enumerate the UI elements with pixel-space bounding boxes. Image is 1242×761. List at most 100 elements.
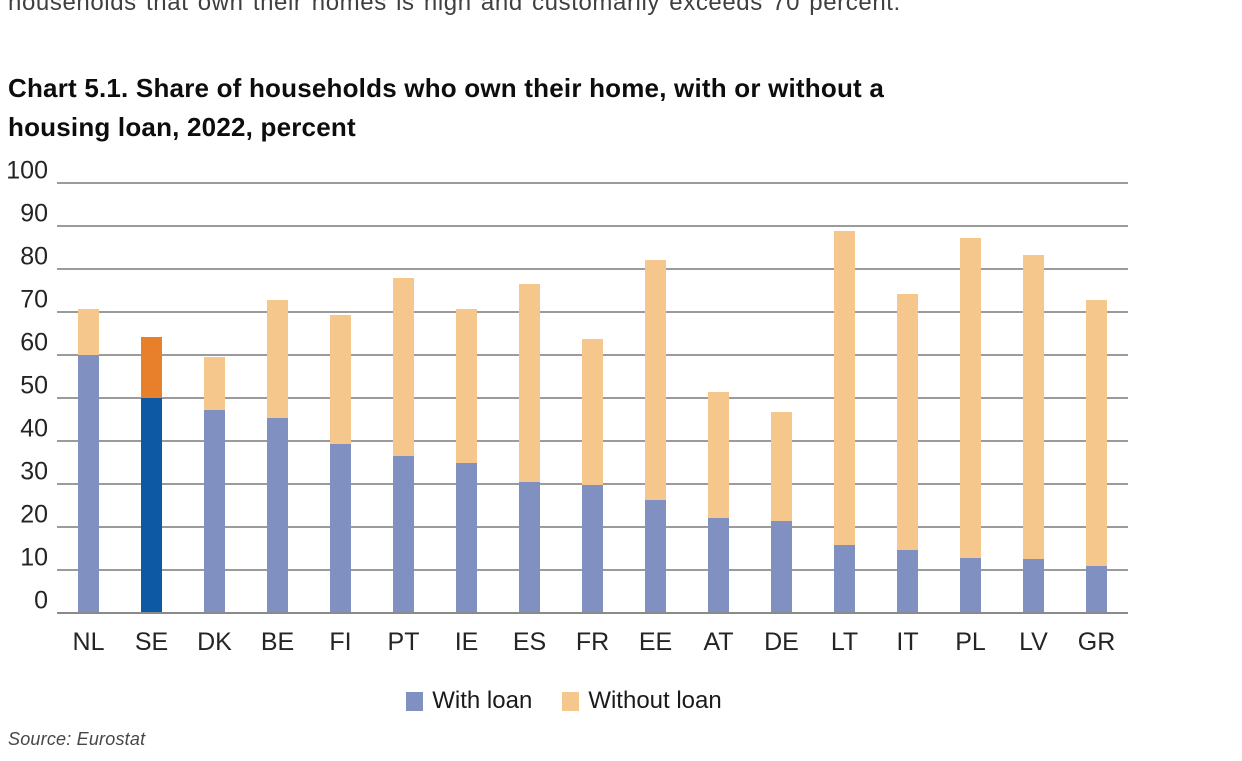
bar-column-FI — [309, 183, 372, 613]
y-tick-label-20: 20 — [20, 500, 48, 528]
gridline-70 — [57, 311, 1128, 313]
bar-AT — [708, 391, 729, 613]
y-tick-label-30: 30 — [20, 457, 48, 485]
bar-column-PL — [939, 183, 1002, 613]
chart-title: Chart 5.1. Share of households who own t… — [8, 69, 1128, 147]
stacked-bar-chart: 0 10 20 30 40 50 60 70 80 90 100 — [0, 158, 1130, 614]
bar-DK — [204, 357, 225, 613]
bar-GR-without-loan — [1086, 299, 1107, 566]
bar-DE-with-loan — [771, 520, 792, 613]
chart-title-line1: Chart 5.1. Share of households who own t… — [8, 73, 884, 103]
legend-item-without-loan: Without loan — [562, 687, 722, 715]
bar-LT-without-loan — [834, 231, 855, 545]
bar-FI — [330, 314, 351, 613]
chart-legend: With loan Without loan — [0, 687, 1128, 715]
y-axis: 0 10 20 30 40 50 60 70 80 90 100 — [0, 158, 48, 613]
bar-column-IE — [435, 183, 498, 613]
x-tick-label-GR: GR — [1077, 628, 1116, 656]
x-tick-label-NL: NL — [72, 628, 105, 656]
bar-DE — [771, 412, 792, 613]
x-tick-label-IT: IT — [896, 628, 919, 656]
x-tick-label-DK: DK — [197, 628, 232, 656]
bar-column-EE — [624, 183, 687, 613]
bar-PL — [960, 237, 981, 613]
bar-column-IT — [876, 183, 939, 613]
bar-LV-with-loan — [1023, 558, 1044, 613]
bar-NL — [78, 309, 99, 613]
bar-SE — [141, 336, 162, 613]
y-tick-label-70: 70 — [20, 285, 48, 313]
bar-PL-with-loan — [960, 558, 981, 613]
legend-item-with-loan: With loan — [406, 687, 532, 715]
source-note: Source: Eurostat — [8, 729, 146, 749]
bar-FR-with-loan — [582, 484, 603, 613]
bar-GR-with-loan — [1086, 565, 1107, 613]
x-tick-label-AT: AT — [703, 628, 734, 656]
bar-column-AT — [687, 183, 750, 613]
y-tick-label-60: 60 — [20, 328, 48, 356]
legend-label: With loan — [432, 687, 533, 714]
bar-column-PT — [372, 183, 435, 613]
chart-title-line2: housing loan, 2022, percent — [8, 112, 356, 142]
bar-NL-with-loan — [78, 355, 99, 613]
gridline-90 — [57, 225, 1128, 227]
bar-column-GR — [1065, 183, 1128, 613]
bar-AT-without-loan — [708, 391, 729, 519]
bar-GR — [1086, 299, 1107, 613]
bar-column-LT — [813, 183, 876, 613]
bar-LT-with-loan — [834, 544, 855, 613]
bar-IE-without-loan — [456, 309, 477, 463]
bar-column-DE — [750, 183, 813, 613]
x-tick-label-BE: BE — [260, 628, 295, 656]
bar-EE-without-loan — [645, 260, 666, 500]
bars-container — [57, 183, 1128, 613]
bar-ES-without-loan — [519, 284, 540, 482]
y-tick-label-100: 100 — [6, 156, 48, 184]
legend-swatch-icon — [562, 691, 580, 711]
x-tick-label-FR: FR — [575, 628, 610, 656]
bar-IT-with-loan — [897, 549, 918, 613]
bar-column-DK — [183, 183, 246, 613]
gridline-80 — [57, 268, 1128, 270]
x-axis-labels: NL SE DK BE FI PT IE ES FR EE AT DE LT IT PL LV GR — [57, 628, 1128, 657]
bar-column-BE — [246, 183, 309, 613]
x-tick-label-PT: PT — [387, 628, 420, 656]
y-tick-label-80: 80 — [20, 242, 48, 270]
bar-NL-without-loan — [78, 309, 99, 355]
bar-FI-without-loan — [330, 314, 351, 445]
bar-DK-with-loan — [204, 410, 225, 613]
bar-LT — [834, 231, 855, 613]
x-tick-label-FI: FI — [329, 628, 352, 656]
bar-PT-without-loan — [393, 278, 414, 457]
bar-FR-without-loan — [582, 339, 603, 485]
bar-column-LV — [1002, 183, 1065, 613]
bar-BE-without-loan — [267, 299, 288, 419]
bar-LV-without-loan — [1023, 254, 1044, 559]
bar-column-SE — [120, 183, 183, 613]
bar-PT-with-loan — [393, 456, 414, 613]
legend-label: Without loan — [588, 687, 722, 714]
x-axis-line — [57, 612, 1128, 614]
bar-EE — [645, 260, 666, 613]
bar-IE — [456, 309, 477, 613]
bar-SE-without-loan — [141, 336, 162, 398]
bar-DK-without-loan — [204, 357, 225, 411]
y-tick-label-40: 40 — [20, 414, 48, 442]
bar-BE — [267, 299, 288, 613]
x-tick-label-IE: IE — [454, 628, 479, 656]
bar-AT-with-loan — [708, 518, 729, 613]
x-tick-label-ES: ES — [512, 628, 547, 656]
bar-EE-with-loan — [645, 499, 666, 613]
y-tick-label-50: 50 — [20, 371, 48, 399]
bar-column-FR — [561, 183, 624, 613]
x-tick-label-DE: DE — [764, 628, 799, 656]
x-tick-label-LT: LT — [830, 628, 859, 656]
bar-IT-without-loan — [897, 293, 918, 550]
x-tick-label-LV: LV — [1019, 628, 1048, 656]
bar-PT — [393, 278, 414, 613]
gridline-100 — [57, 182, 1128, 184]
legend-swatch-icon — [406, 691, 424, 711]
bar-BE-with-loan — [267, 418, 288, 613]
x-tick-label-PL: PL — [955, 628, 986, 656]
